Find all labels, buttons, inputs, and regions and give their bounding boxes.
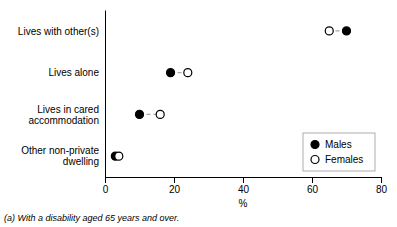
point bbox=[325, 27, 333, 35]
x-axis: 0 20 40 60 80 bbox=[103, 177, 388, 195]
y-tick-label-line: Lives alone bbox=[48, 67, 99, 78]
y-tick-label: Other non-privatedwelling bbox=[21, 145, 99, 167]
point bbox=[115, 152, 123, 160]
point bbox=[156, 110, 164, 118]
x-tick-label: 0 bbox=[103, 184, 109, 195]
y-tick-label: Lives in caredaccommodation bbox=[28, 104, 99, 126]
legend-label: Females bbox=[325, 154, 363, 165]
point bbox=[343, 27, 351, 35]
y-tick: Other non-privatedwelling bbox=[21, 145, 99, 167]
x-tick-mark bbox=[312, 177, 313, 183]
x-tick-mark bbox=[243, 177, 244, 183]
y-tick-label: Lives alone bbox=[48, 67, 99, 78]
legend-symbol bbox=[311, 156, 319, 164]
y-tick-label-line: dwelling bbox=[63, 156, 99, 167]
y-axis: Lives with other(s) Lives alone Lives in c… bbox=[18, 11, 106, 178]
point bbox=[184, 69, 192, 77]
y-tick: Lives with other(s) bbox=[18, 26, 99, 37]
y-tick-label: Lives with other(s) bbox=[18, 26, 99, 37]
x-tick: 60 bbox=[307, 177, 319, 195]
chart: 020406080Lives with other(s)Lives aloneL… bbox=[0, 0, 397, 227]
y-axis-line bbox=[105, 11, 106, 178]
y-tick-label-line: Lives with other(s) bbox=[18, 26, 99, 37]
x-tick: 80 bbox=[376, 177, 388, 195]
x-tick-mark bbox=[105, 177, 106, 183]
x-tick-label: 60 bbox=[307, 184, 319, 195]
x-tick-label: 80 bbox=[376, 184, 388, 195]
x-tick: 0 bbox=[103, 177, 109, 195]
legend: Males Females bbox=[303, 133, 375, 171]
x-tick: 20 bbox=[169, 177, 181, 195]
point bbox=[167, 69, 175, 77]
x-axis-title: % bbox=[239, 198, 248, 209]
x-tick-label: 20 bbox=[169, 184, 181, 195]
y-tick: Lives alone bbox=[48, 67, 99, 78]
x-tick-label: 40 bbox=[238, 184, 250, 195]
plot: 020406080Lives with other(s)Lives aloneL… bbox=[18, 11, 388, 210]
x-tick-mark bbox=[381, 177, 382, 183]
y-tick: Lives in caredaccommodation bbox=[28, 104, 99, 126]
x-tick-mark bbox=[174, 177, 175, 183]
point bbox=[136, 110, 144, 118]
footnote: (a) With a disability aged 65 years and … bbox=[4, 213, 179, 223]
x-axis-line bbox=[106, 178, 382, 184]
y-tick-label-line: Other non-private bbox=[21, 145, 99, 156]
marks bbox=[111, 27, 350, 160]
x-tick: 40 bbox=[238, 177, 250, 195]
y-tick-label-line: accommodation bbox=[28, 115, 99, 126]
legend-label: Males bbox=[325, 139, 352, 150]
y-tick-label-line: Lives in cared bbox=[37, 104, 99, 115]
legend-frame bbox=[303, 133, 375, 171]
legend-symbol bbox=[311, 141, 319, 149]
